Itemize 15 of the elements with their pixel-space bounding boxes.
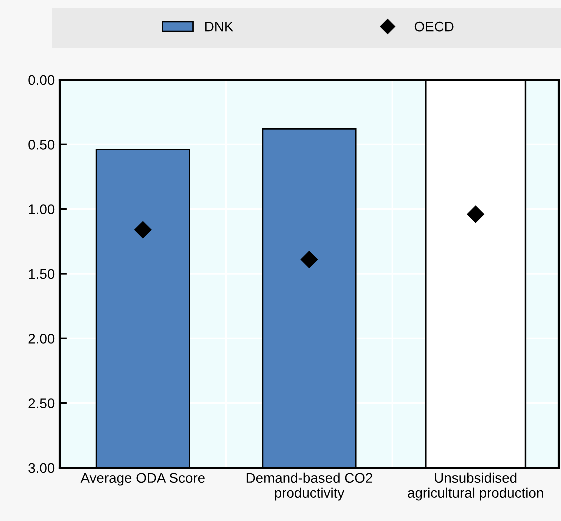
point (134, 221, 152, 239)
y-tick-label: 3.00 (28, 463, 55, 474)
legend-label: DNK (206, 22, 234, 32)
x-tick-label: Demand-based CO2 productivity (246, 472, 372, 501)
x-tick-label: Average ODA Score (80, 473, 205, 486)
y-tick-label: 0.00 (28, 75, 55, 86)
y-tick-label: 1.00 (29, 204, 55, 215)
y-tick-label: 2.50 (28, 398, 55, 409)
legend-label: OECD (414, 22, 454, 32)
y-tick-label: 0.50 (28, 140, 55, 150)
y-tick-label: 1.50 (29, 269, 55, 280)
point (300, 251, 318, 268)
y-tick-label: 2.00 (28, 334, 55, 344)
x-tick-label: Unsubsidised agricultural production (408, 472, 544, 501)
point (467, 206, 484, 224)
